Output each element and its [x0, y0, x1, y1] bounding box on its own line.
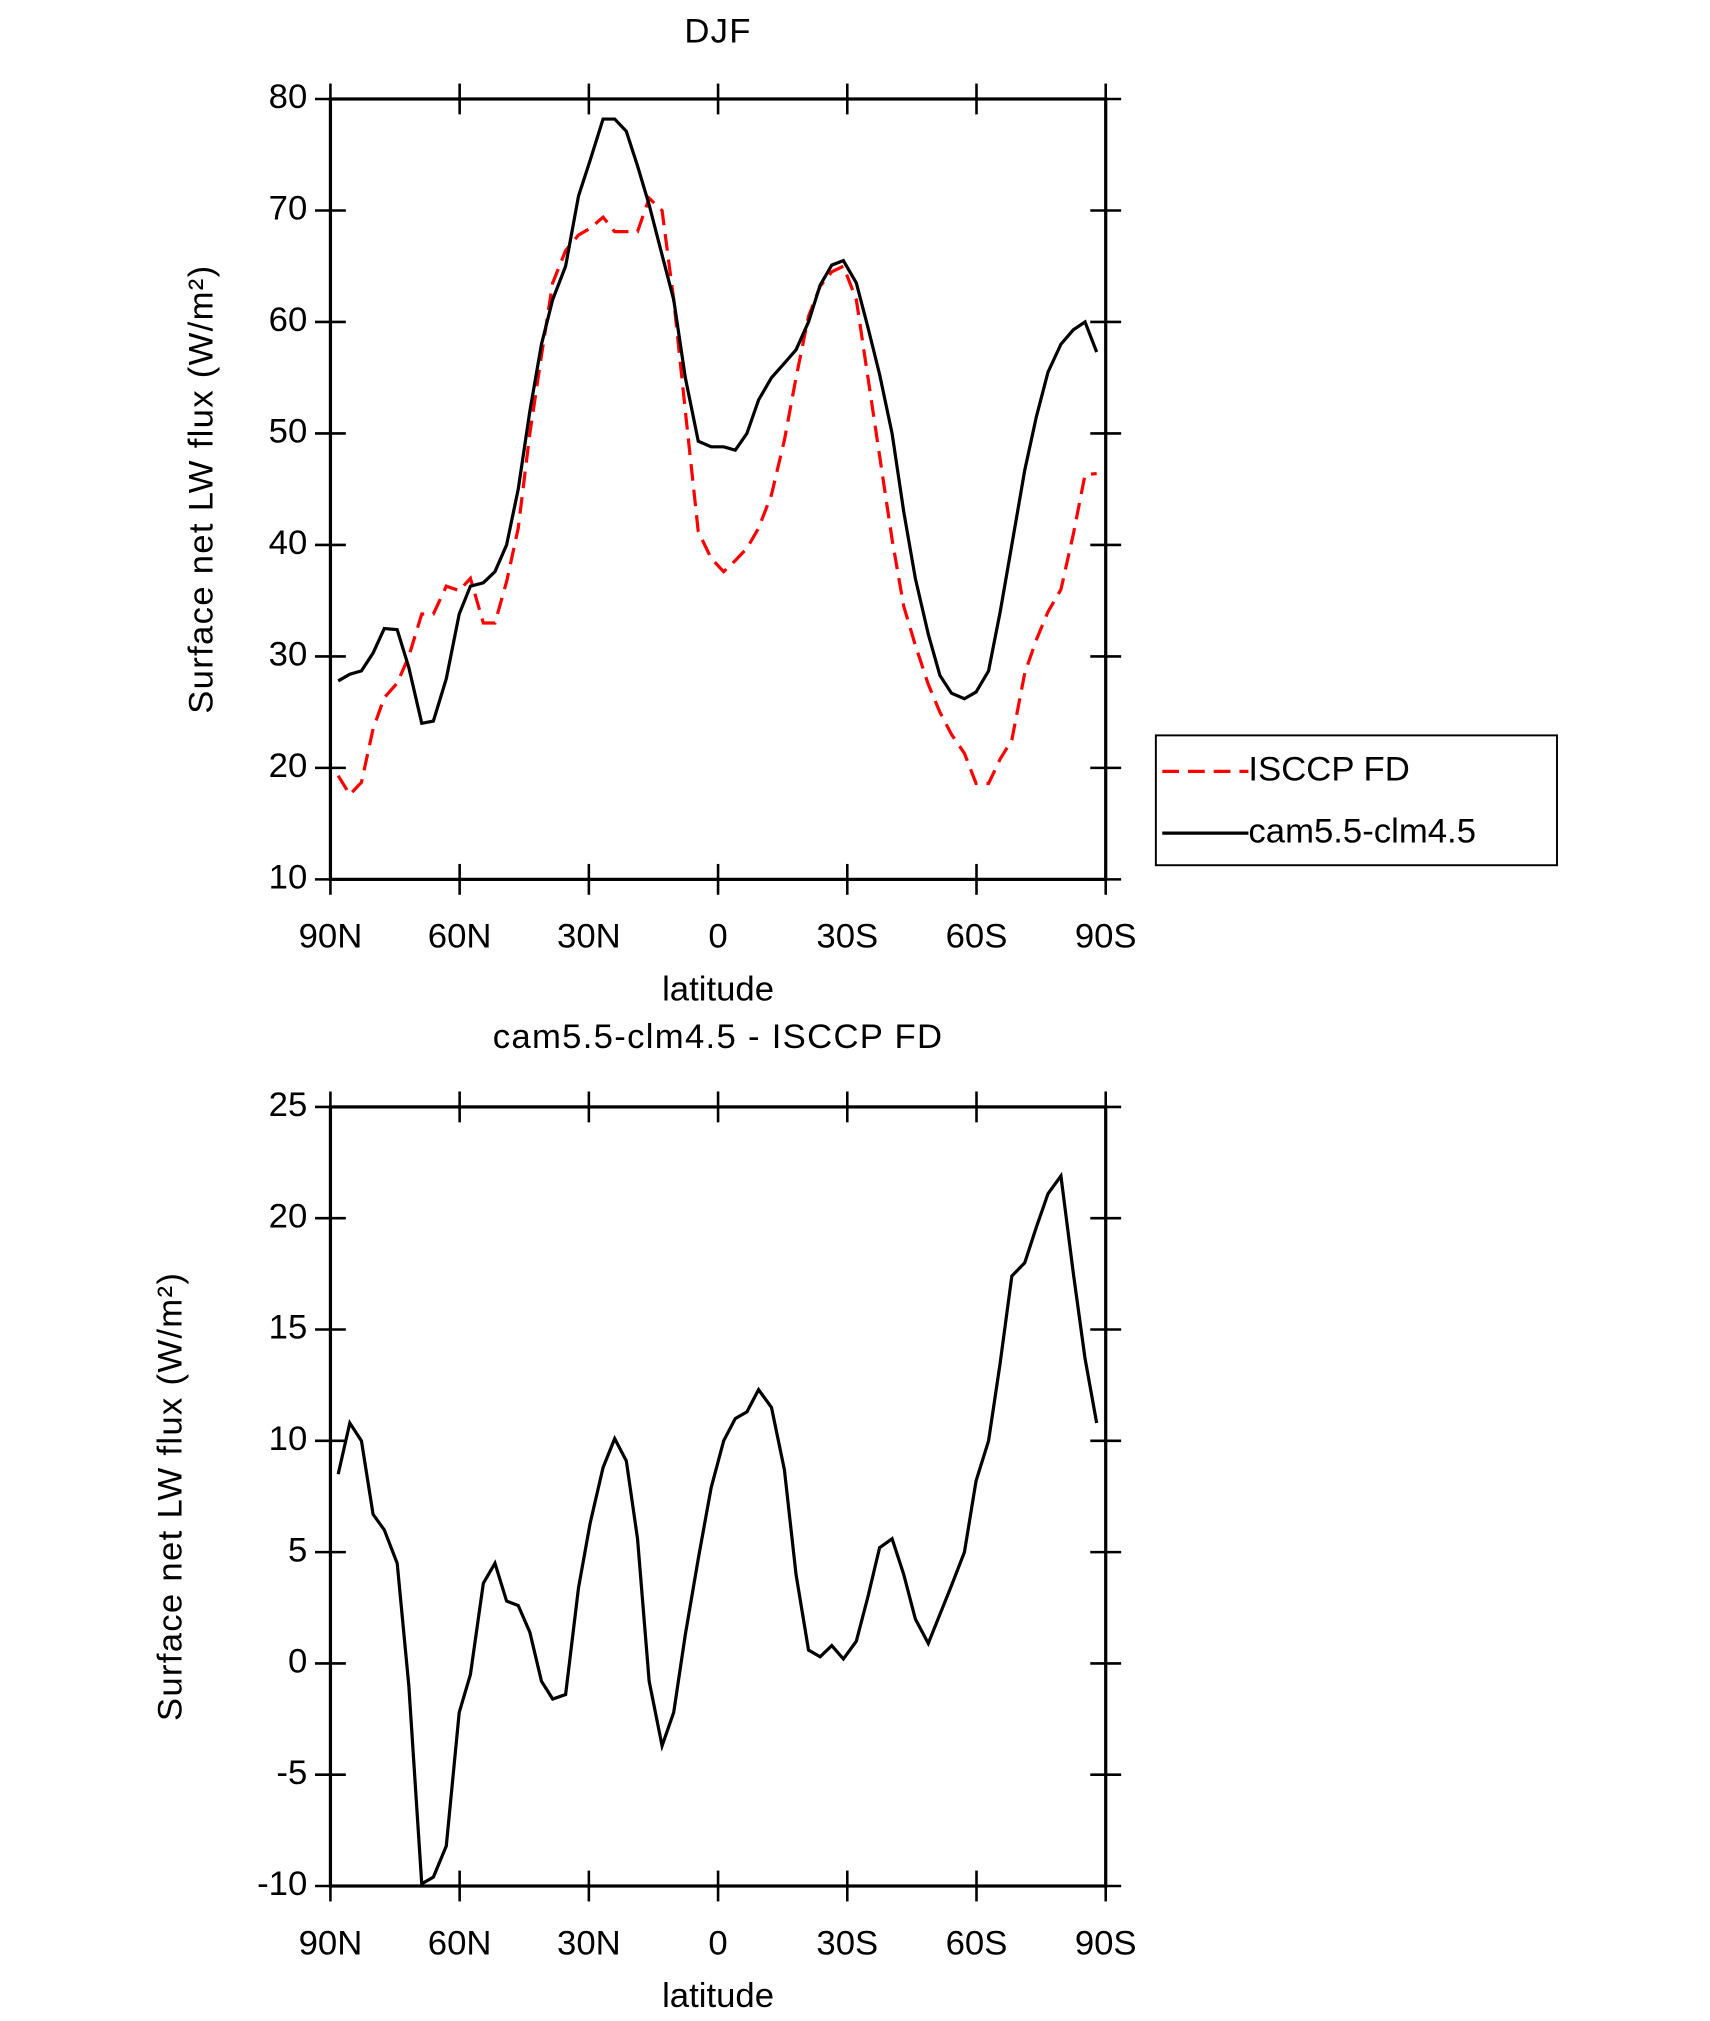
- chart-title: cam5.5-clm4.5 - ISCCP FD: [493, 1018, 944, 1056]
- line-series: [337, 117, 1099, 726]
- y-tick-label: 20: [269, 747, 308, 785]
- y-tick-label: 50: [269, 413, 308, 451]
- x-tick-label: 30N: [557, 1924, 621, 1962]
- x-tick-label: 0: [708, 918, 727, 956]
- x-tick-label: 30S: [816, 1924, 878, 1962]
- x-tick-label: 90S: [1075, 918, 1137, 956]
- y-tick-label: -10: [257, 1865, 307, 1903]
- x-tick-label: 60S: [946, 918, 1008, 956]
- y-tick-label: -5: [276, 1754, 307, 1792]
- y-tick-label: 0: [288, 1643, 307, 1681]
- y-tick-label: 20: [269, 1197, 308, 1235]
- y-tick-label: 70: [269, 190, 308, 228]
- x-tick-label: 90N: [299, 918, 363, 956]
- y-tick-label: 30: [269, 636, 308, 674]
- y-axis-label: Surface net LW flux (W/m²): [151, 1272, 189, 1721]
- x-tick-label: 0: [708, 1924, 727, 1962]
- y-axis-label: Surface net LW flux (W/m²): [182, 265, 220, 714]
- x-tick-label: 90N: [299, 1924, 363, 1962]
- line-series: [336, 1171, 1099, 1887]
- y-tick-label: 10: [269, 1420, 308, 1458]
- y-tick-label: 5: [288, 1531, 307, 1569]
- line-series: [336, 195, 1097, 798]
- y-tick-label: 10: [269, 859, 308, 897]
- y-tick-label: 40: [269, 524, 308, 562]
- x-axis-label: latitude: [662, 1977, 774, 2015]
- legend-label: ISCCP FD: [1248, 751, 1409, 789]
- legend-box: [1154, 734, 1558, 867]
- y-tick-label: 60: [269, 301, 308, 339]
- y-tick-label: 15: [269, 1309, 308, 1347]
- x-tick-label: 90S: [1075, 1924, 1137, 1962]
- y-tick-label: 80: [269, 78, 308, 116]
- x-tick-label: 60N: [428, 918, 492, 956]
- x-tick-label: 30S: [816, 918, 878, 956]
- y-tick-label: 25: [269, 1086, 308, 1124]
- x-tick-label: 60N: [428, 1924, 492, 1962]
- chart-title: DJF: [684, 13, 751, 51]
- plot-frame: [328, 97, 1108, 881]
- plot-frame: [328, 1105, 1108, 1888]
- legend-label: cam5.5-clm4.5: [1248, 812, 1476, 850]
- x-tick-label: 30N: [557, 918, 621, 956]
- x-axis-label: latitude: [662, 970, 774, 1008]
- x-tick-label: 60S: [946, 1924, 1008, 1962]
